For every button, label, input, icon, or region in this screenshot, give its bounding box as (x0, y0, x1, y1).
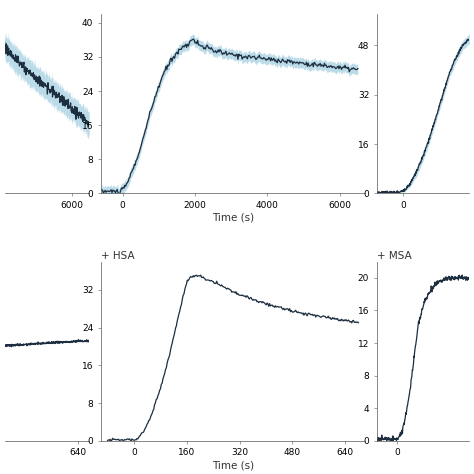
X-axis label: Time (s): Time (s) (212, 213, 254, 223)
X-axis label: Time (s): Time (s) (212, 460, 254, 470)
Text: + HSA: + HSA (101, 251, 135, 261)
Text: + MSA: + MSA (377, 251, 411, 261)
